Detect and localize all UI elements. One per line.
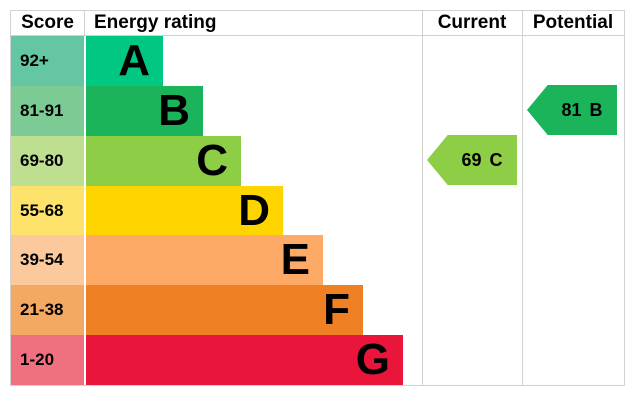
potential-rating-arrow: 81 B	[527, 85, 617, 135]
energy-band-bar-e: E	[86, 235, 323, 286]
energy-band-bar-d: D	[86, 185, 283, 236]
band-row-b: 81-91 B	[11, 85, 624, 136]
score-range-e: 39-54	[11, 235, 86, 286]
score-range-b: 81-91	[11, 85, 86, 136]
energy-band-bar-g: G	[86, 335, 403, 386]
score-range-c: 69-80	[11, 135, 86, 186]
energy-band-bar-c: C	[86, 135, 241, 186]
score-range-f: 21-38	[11, 285, 86, 336]
band-grade-letter-g: G	[355, 335, 390, 385]
band-grade-letter-b: B	[158, 85, 190, 135]
current-score-value: 69	[461, 149, 482, 170]
potential-column-divider	[522, 11, 523, 385]
current-rating-arrow: 69 C	[427, 135, 517, 185]
header-score: Score	[11, 11, 85, 35]
current-grade-letter: C	[489, 149, 503, 170]
band-grade-letter-e: E	[280, 235, 310, 285]
band-grade-letter-a: A	[118, 35, 150, 85]
band-row-g: 1-20 G	[11, 335, 624, 386]
band-row-c: 69-80 C	[11, 135, 624, 186]
header-energy-rating: Energy rating	[94, 12, 217, 33]
band-row-d: 55-68 D	[11, 185, 624, 236]
score-range-d: 55-68	[11, 185, 86, 236]
score-range-a: 92+	[11, 36, 86, 86]
band-row-a: 92+ A	[11, 36, 624, 86]
potential-grade-letter: B	[589, 99, 603, 120]
potential-score-value: 81	[561, 99, 582, 120]
score-range-g: 1-20	[11, 335, 86, 386]
header-potential: Potential	[532, 12, 614, 33]
current-column-divider	[422, 11, 423, 385]
band-grade-letter-c: C	[196, 135, 228, 185]
energy-band-bar-b: B	[86, 85, 203, 136]
band-grade-letter-d: D	[238, 185, 270, 235]
band-row-e: 39-54 E	[11, 235, 624, 286]
energy-band-bar-f: F	[86, 285, 363, 336]
band-grade-letter-f: F	[323, 285, 350, 335]
header-current: Current	[437, 12, 507, 33]
header-row: Score Energy rating Current Potential	[11, 11, 624, 36]
band-rows: 92+ A 81-91 B 69-80 C 55-68 D	[11, 36, 624, 386]
epc-table: Score Energy rating Current Potential 92…	[10, 10, 625, 386]
band-row-f: 21-38 F	[11, 285, 624, 336]
energy-band-bar-a: A	[86, 36, 163, 86]
